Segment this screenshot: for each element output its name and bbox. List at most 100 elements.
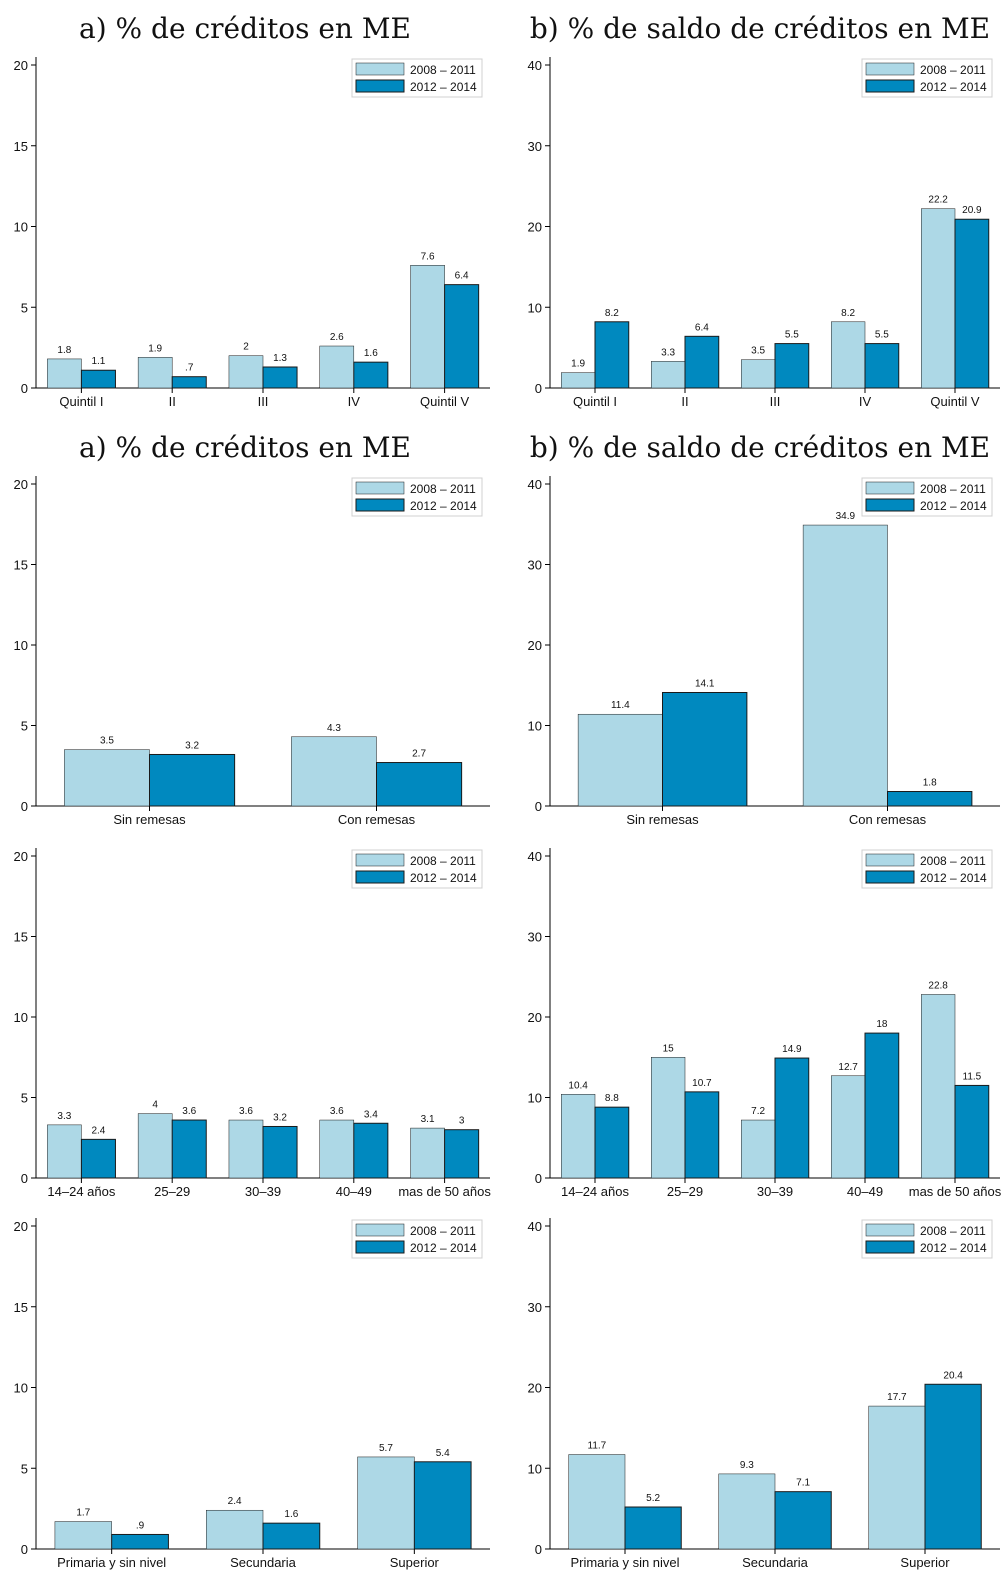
x-tick-label: mas de 50 años: [909, 1184, 1002, 1199]
bar-series-1-3: [357, 1456, 415, 1550]
data-label: 3.4: [364, 1109, 378, 1120]
bar-series-2-2: [376, 762, 463, 807]
bar-series-1-4: [831, 321, 866, 389]
y-tick-label: 20: [528, 220, 542, 235]
bar-series-1-1: [577, 713, 663, 807]
data-label: 1.7: [76, 1508, 90, 1519]
data-label: 10.4: [568, 1080, 588, 1091]
legend-label-2: 2012 – 2014: [920, 1241, 987, 1255]
data-label: 1.8: [923, 778, 937, 789]
legend: 2008 – 2011 2012 – 2014: [861, 58, 993, 98]
x-tick-label: Con remesas: [338, 812, 416, 827]
x-tick-label: Superior: [390, 1555, 440, 1570]
data-label: 7.1: [796, 1478, 810, 1489]
y-tick-label: 10: [14, 220, 28, 235]
x-tick-label: Sin remesas: [626, 812, 699, 827]
bar-series-1-2: [137, 357, 173, 389]
x-tick-label: Quintil I: [573, 394, 617, 409]
bar-series-2-4: [353, 1122, 389, 1179]
legend-swatch-2: [865, 870, 915, 884]
legend: 2008 – 2011 2012 – 2014: [351, 849, 483, 889]
legend-label-2: 2012 – 2014: [410, 871, 477, 885]
legend: 2008 – 2011 2012 – 2014: [351, 58, 483, 98]
data-label: 34.9: [836, 511, 856, 522]
legend-swatch-1: [355, 481, 405, 495]
legend-swatch-2: [865, 498, 915, 512]
chart-5: 0 5 10 15 20 3.3 2.4 14–24 años 4 3.6 25–29 3.6 3.2 3…: [14, 848, 491, 1199]
x-tick-label: 25–29: [667, 1184, 703, 1199]
y-tick-label: 5: [21, 1091, 28, 1106]
bar-series-2-4: [864, 343, 900, 389]
x-tick-label: Con remesas: [849, 812, 927, 827]
y-tick-label: 30: [528, 1300, 542, 1315]
legend-label-1: 2008 – 2011: [920, 854, 986, 868]
y-tick-label: 10: [528, 1461, 542, 1476]
legend-swatch-2: [865, 79, 915, 93]
data-label: 14.9: [782, 1044, 802, 1055]
bar-series-1-3: [868, 1405, 926, 1550]
legend-label-2: 2012 – 2014: [920, 80, 987, 94]
x-tick-label: IV: [348, 394, 361, 409]
bar-series-2-1: [80, 369, 116, 389]
bar-series-1-1: [54, 1521, 112, 1550]
legend-swatch-2: [355, 870, 405, 884]
legend: 2008 – 2011 2012 – 2014: [351, 477, 483, 517]
x-tick-label: II: [169, 394, 176, 409]
data-label: 4: [152, 1100, 158, 1111]
data-label: 2: [243, 342, 249, 353]
data-label: .7: [185, 363, 194, 374]
data-label: 2.4: [228, 1496, 242, 1507]
bar-series-2-2: [171, 376, 207, 389]
x-tick-label: 25–29: [154, 1184, 190, 1199]
bar-series-1-1: [64, 749, 150, 807]
x-tick-label: IV: [859, 394, 872, 409]
data-label: 1.1: [91, 356, 105, 367]
bar-series-1-1: [47, 358, 82, 389]
data-label: 3.2: [273, 1112, 287, 1123]
legend-swatch-1: [355, 853, 405, 867]
data-label: 3.6: [330, 1106, 344, 1117]
y-tick-label: 0: [535, 1171, 542, 1186]
legend-label-1: 2008 – 2011: [920, 482, 986, 496]
y-tick-label: 20: [14, 1219, 28, 1234]
data-label: 1.6: [364, 348, 378, 359]
y-tick-label: 0: [21, 799, 28, 814]
legend-swatch-1: [355, 62, 405, 76]
y-tick-label: 15: [14, 930, 28, 945]
data-label: 3.5: [751, 346, 765, 357]
legend-swatch-1: [865, 62, 915, 76]
y-tick-label: 40: [528, 477, 542, 492]
bar-series-2-5: [444, 1129, 480, 1179]
x-tick-label: 30–39: [757, 1184, 793, 1199]
y-tick-label: 20: [528, 1381, 542, 1396]
bar-series-2-1: [80, 1138, 116, 1179]
data-label: 3.3: [57, 1111, 71, 1122]
y-tick-label: 10: [528, 719, 542, 734]
y-tick-label: 0: [21, 1171, 28, 1186]
y-tick-label: 15: [14, 139, 28, 154]
data-label: 2.6: [330, 332, 344, 343]
data-label: 17.7: [887, 1392, 907, 1403]
bar-series-1-5: [921, 208, 956, 389]
bar-series-1-5: [410, 265, 445, 389]
bar-series-1-1: [47, 1124, 82, 1179]
bar-series-2-1: [149, 753, 236, 807]
legend-label-2: 2012 – 2014: [920, 499, 987, 513]
x-tick-label: Quintil V: [420, 394, 469, 409]
y-tick-label: 10: [528, 300, 542, 315]
bar-series-2-2: [684, 335, 720, 389]
bar-series-1-3: [228, 1119, 264, 1179]
data-label: 5.5: [875, 330, 889, 341]
data-label: 5.2: [646, 1493, 660, 1504]
legend-swatch-1: [865, 853, 915, 867]
bar-series-1-2: [718, 1473, 776, 1550]
bar-series-1-2: [291, 736, 377, 807]
data-label: 7.2: [751, 1106, 765, 1117]
bar-series-1-5: [410, 1127, 445, 1179]
data-label: 2.4: [91, 1125, 105, 1136]
bar-series-2-4: [864, 1032, 900, 1179]
legend-label-1: 2008 – 2011: [410, 1224, 476, 1238]
legend-swatch-1: [355, 1223, 405, 1237]
bar-series-2-3: [924, 1383, 982, 1550]
